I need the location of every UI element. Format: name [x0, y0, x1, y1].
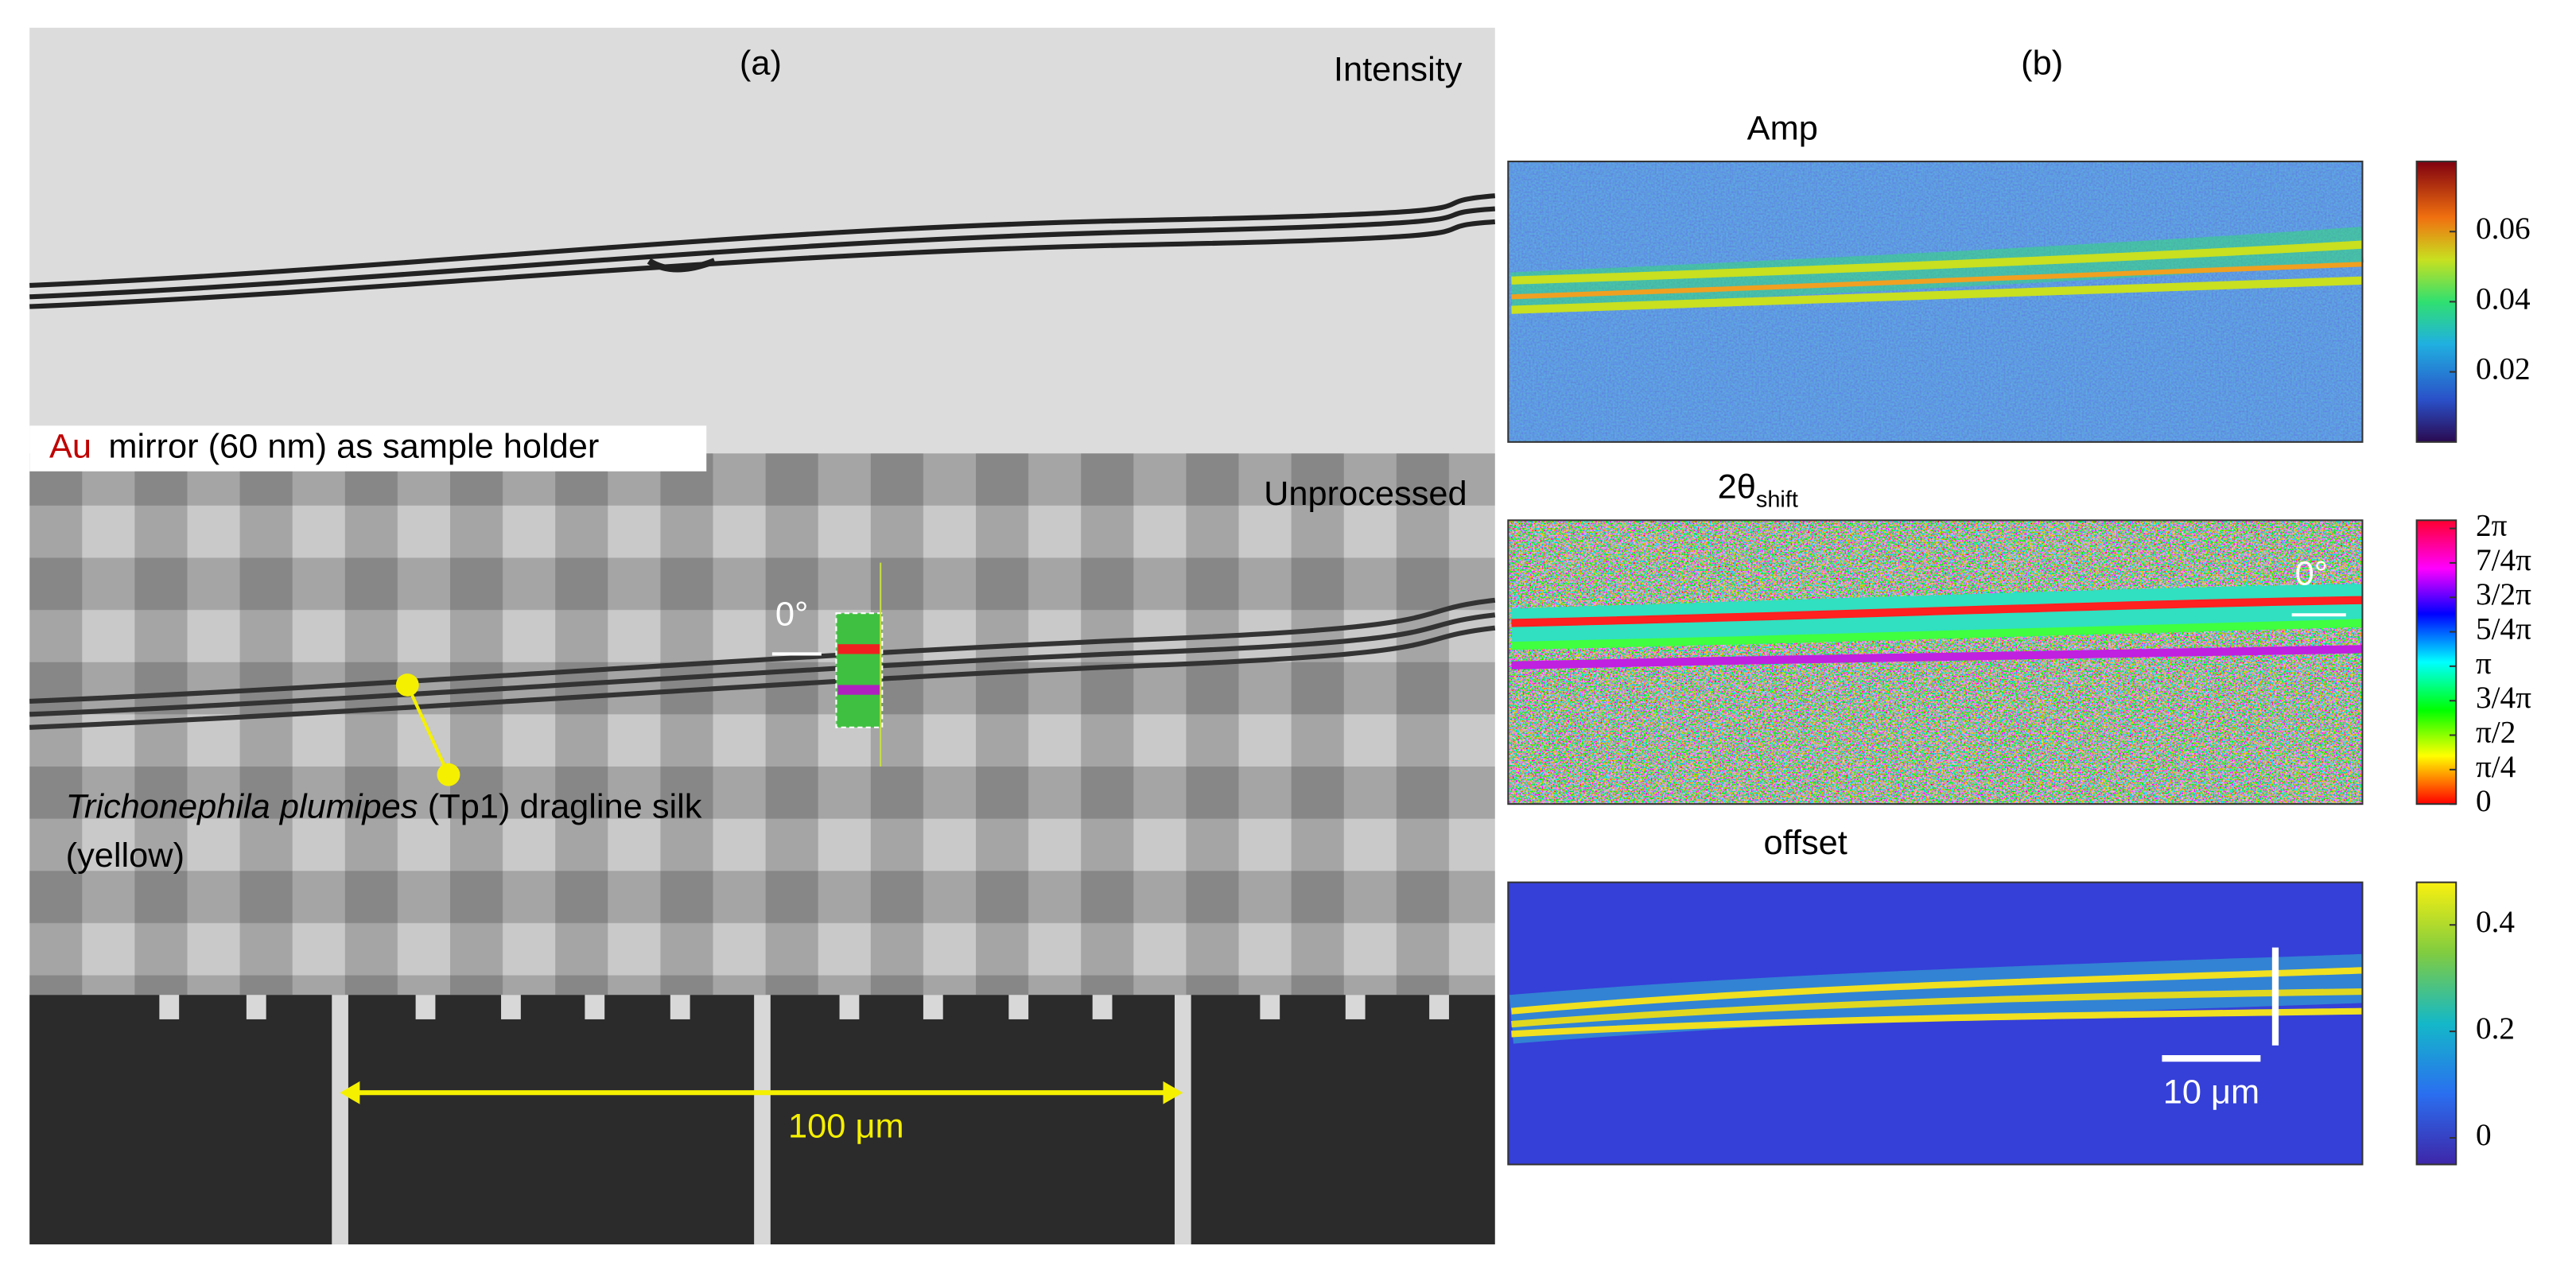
- mirror-label: mirror (60 nm) as sample holder: [108, 428, 599, 466]
- ruler-ticks: [159, 995, 1449, 1244]
- panel-label: (a): [740, 45, 782, 83]
- map-frame: [1507, 161, 2364, 443]
- au-label: Au: [49, 428, 91, 466]
- colorbar-tick-label: 0: [2476, 1118, 2492, 1152]
- colorbar-tick-label: π: [2476, 646, 2492, 681]
- map-title: 2θshift: [1718, 468, 1798, 512]
- colorbar-tick-label: 0.4: [2476, 905, 2515, 939]
- colorbar-tick-label: 0.02: [2476, 352, 2531, 386]
- species-label: Trichonephila plumipes (Tp1) dragline sil…: [66, 788, 702, 826]
- colorbar-tick-label: 0.06: [2476, 212, 2531, 246]
- colorbar-tick-label: π/4: [2476, 750, 2516, 784]
- intensity-label: Intensity: [1334, 51, 1463, 89]
- colorbar-tick-label: 5/4π: [2476, 612, 2531, 646]
- scale-arrow: [340, 1081, 1183, 1104]
- pointer-dot: [395, 673, 419, 697]
- silk: (Tp1) dragline silk: [428, 788, 702, 826]
- inset-map: [835, 612, 884, 728]
- angle-label: 0°: [2295, 555, 2328, 593]
- inset-band: [837, 644, 881, 654]
- inset-band: [837, 685, 881, 695]
- colorbar-tick-label: 2π: [2476, 509, 2508, 543]
- species: Trichonephila plumipes: [66, 788, 418, 826]
- label-box: [29, 425, 707, 472]
- colorbar-tick-label: 3/4π: [2476, 681, 2531, 715]
- angle-label: 0°: [775, 596, 808, 634]
- panel-label: (b): [2021, 45, 2063, 83]
- colorbar-tick-label: 0.04: [2476, 282, 2531, 316]
- fiber: [29, 597, 1496, 730]
- map-frame: [1507, 881, 2364, 1166]
- offset-fiber: [1509, 953, 2364, 1044]
- colorbar-tick-label: 0.2: [2476, 1011, 2515, 1046]
- colorbar-tick-label: 0: [2476, 784, 2492, 818]
- colorbar-tick-label: π/2: [2476, 716, 2516, 750]
- pointer: [406, 684, 450, 776]
- unprocessed-label: Unprocessed: [1264, 475, 1467, 513]
- scale-label: 100 μm: [788, 1108, 904, 1146]
- title-sub: shift: [1756, 487, 1798, 512]
- fiber: [29, 193, 1496, 309]
- map-title: Amp: [1747, 110, 1818, 148]
- phase-fiber: [1510, 584, 2363, 670]
- pointer-dot: [437, 763, 460, 786]
- color-note: (yellow): [66, 836, 185, 875]
- map-frame: [1507, 519, 2364, 805]
- colorbar: [2415, 881, 2457, 1166]
- map-title: offset: [1764, 824, 1847, 862]
- colorbar-tick-label: 7/4π: [2476, 543, 2531, 577]
- amp-fiber: [1510, 227, 2364, 314]
- title: 2θ: [1718, 468, 1756, 507]
- scale-label: 10 μm: [2163, 1073, 2259, 1112]
- unprocessed-image: [29, 453, 1495, 996]
- colorbar-tick-label: 3/2π: [2476, 577, 2531, 611]
- colorbar: [2415, 519, 2457, 805]
